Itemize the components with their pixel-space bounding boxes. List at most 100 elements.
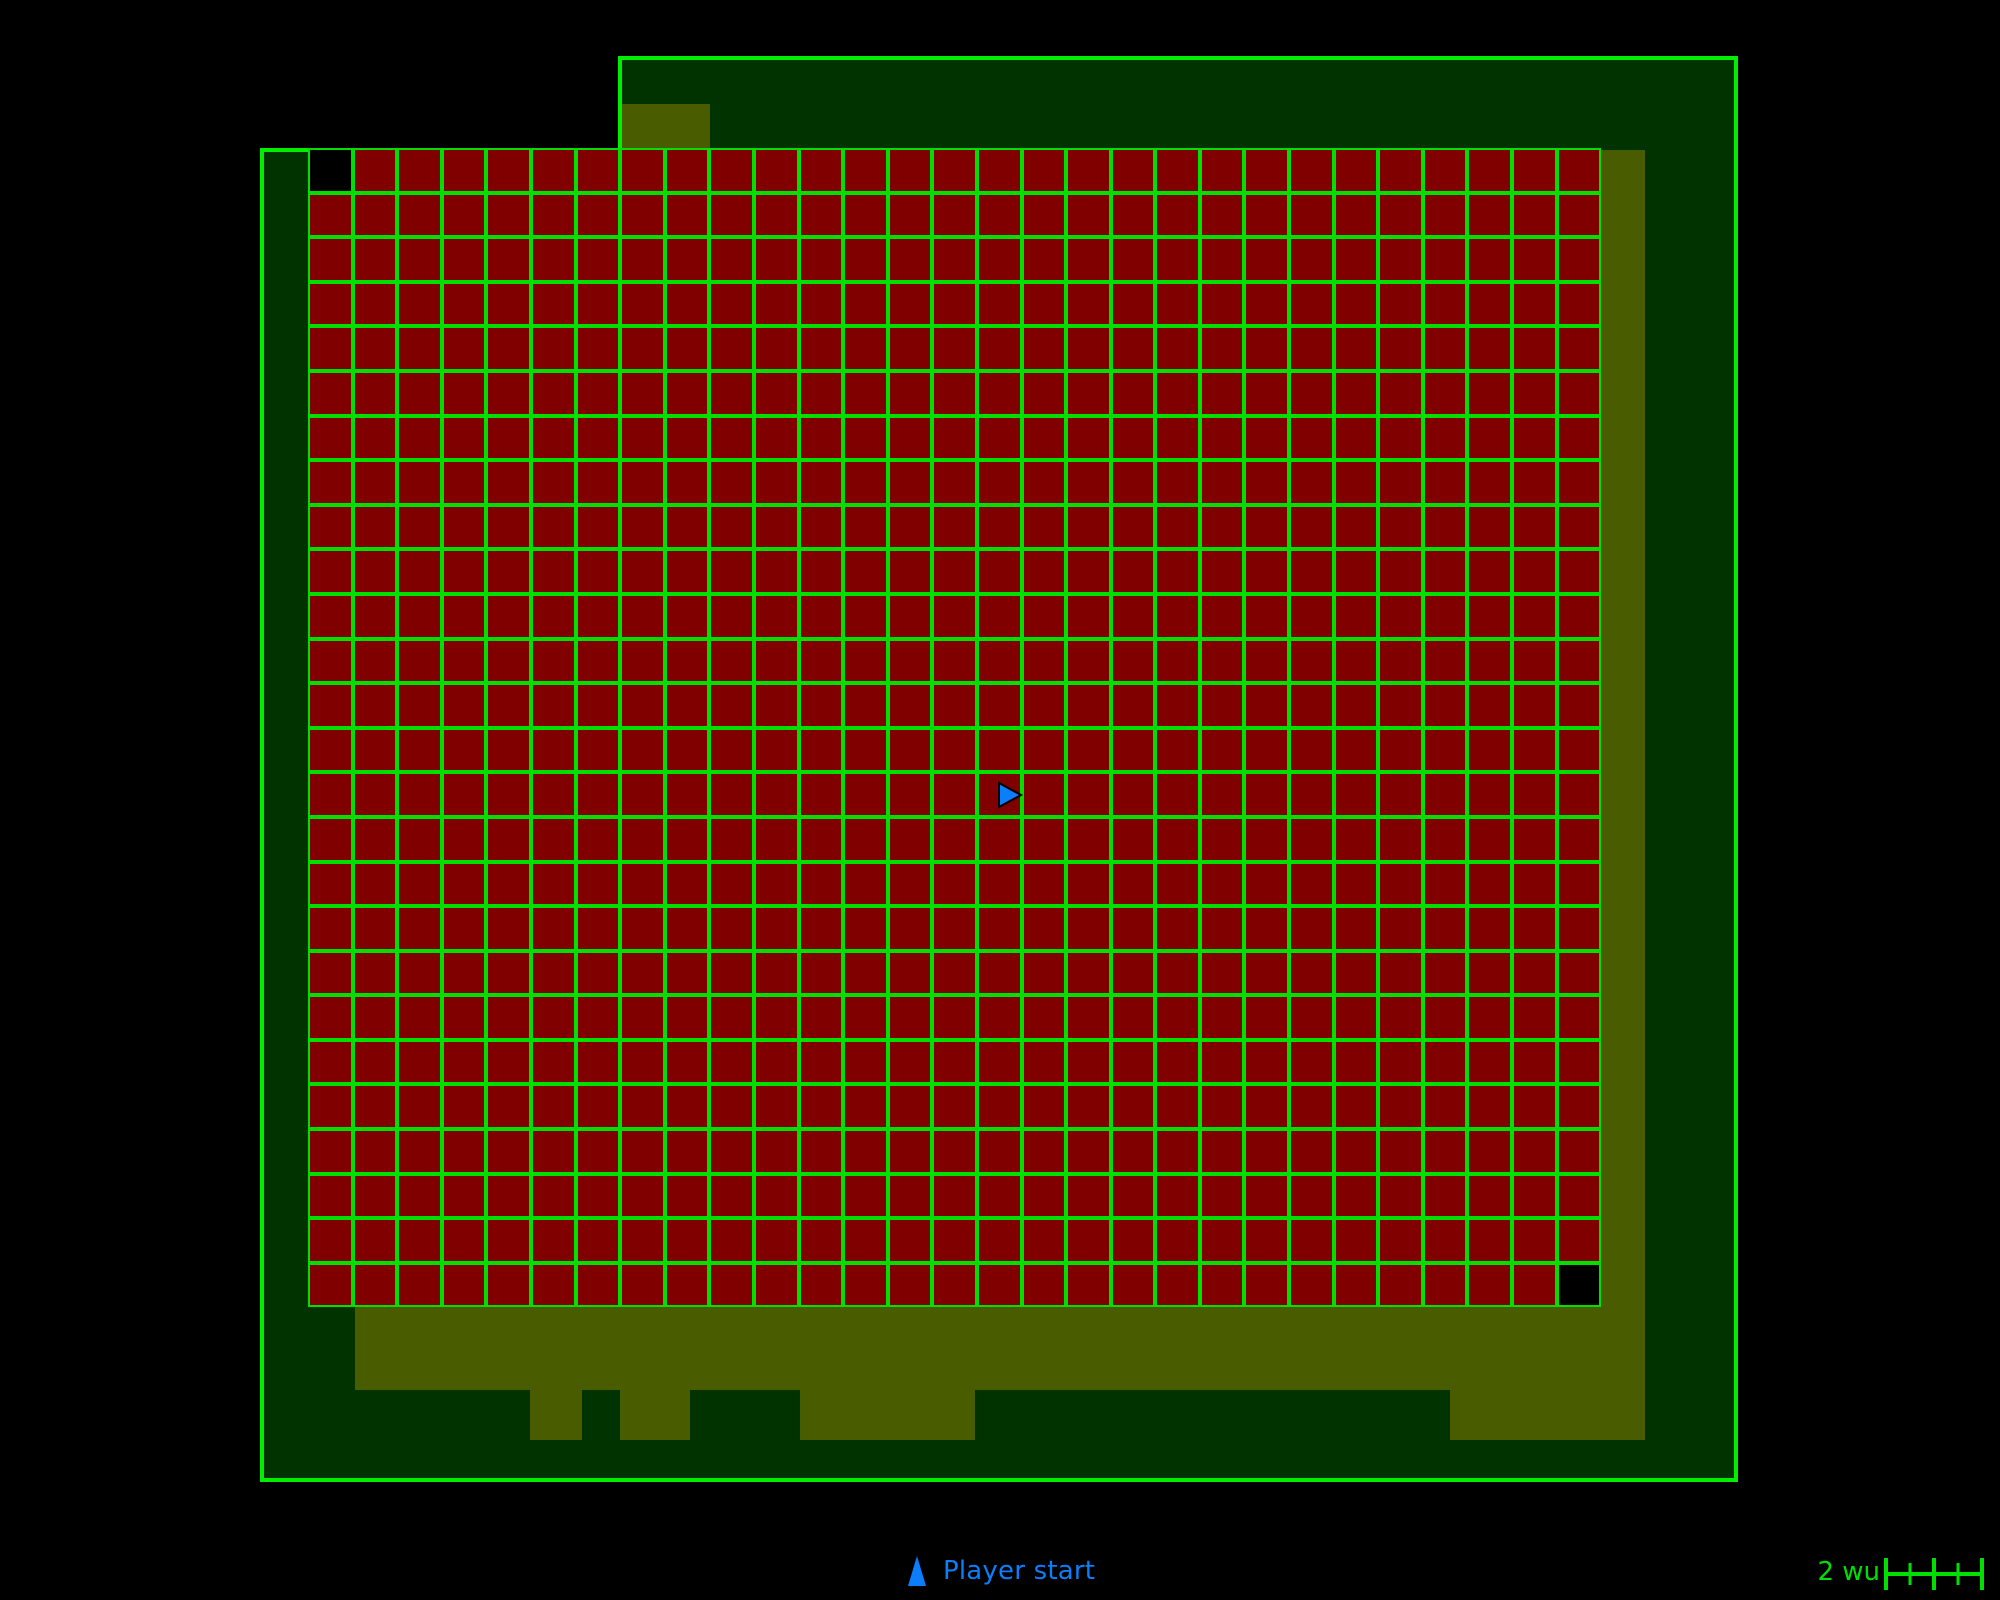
grid-cell[interactable] [1289, 370, 1334, 416]
grid-cell[interactable] [1333, 1129, 1379, 1174]
grid-cell[interactable] [530, 460, 576, 505]
grid-cell[interactable] [932, 460, 977, 505]
grid-cell[interactable] [575, 816, 621, 862]
grid-cell[interactable] [1155, 237, 1200, 282]
grid-cell[interactable] [1244, 1173, 1290, 1219]
grid-cell[interactable] [1155, 727, 1200, 773]
grid-cell[interactable] [1021, 906, 1067, 951]
grid-cell[interactable] [1467, 727, 1513, 773]
grid-cell[interactable] [664, 148, 710, 193]
grid-cell[interactable] [932, 906, 977, 951]
grid-cell[interactable] [1155, 281, 1200, 327]
grid-cell[interactable] [1244, 950, 1290, 996]
grid-cell[interactable] [530, 549, 576, 594]
grid-cell[interactable] [1244, 326, 1290, 371]
grid-cell[interactable] [530, 504, 576, 550]
grid-cell[interactable] [486, 415, 531, 461]
grid-cell[interactable] [620, 772, 665, 817]
grid-cell[interactable] [753, 370, 799, 416]
grid-cell[interactable] [798, 861, 844, 907]
grid-cell[interactable] [753, 861, 799, 907]
grid-cell[interactable] [1110, 861, 1156, 907]
grid-cell[interactable] [709, 281, 754, 327]
grid-cell[interactable] [308, 1173, 353, 1219]
grid-cell[interactable] [1289, 504, 1334, 550]
grid-cell[interactable] [1066, 326, 1111, 371]
grid-cell[interactable] [976, 1218, 1022, 1263]
grid-cell[interactable] [486, 326, 531, 371]
grid-cell[interactable] [709, 237, 754, 282]
grid-cell[interactable] [1021, 683, 1067, 728]
grid-cell[interactable] [1512, 148, 1557, 193]
grid-cell[interactable] [1512, 1262, 1557, 1308]
grid-cell[interactable] [1378, 995, 1423, 1040]
grid-cell[interactable] [887, 1084, 933, 1130]
grid-cell[interactable] [1155, 370, 1200, 416]
grid-cell[interactable] [1066, 1084, 1111, 1130]
grid-cell[interactable] [709, 727, 754, 773]
grid-cell[interactable] [753, 192, 799, 238]
grid-cell[interactable] [575, 683, 621, 728]
grid-cell[interactable] [798, 1262, 844, 1308]
grid-cell[interactable] [1244, 1084, 1290, 1130]
grid-cell[interactable] [1556, 727, 1602, 773]
grid-cell[interactable] [1378, 816, 1423, 862]
grid-cell[interactable] [843, 593, 888, 639]
grid-cell[interactable] [397, 460, 442, 505]
grid-cell[interactable] [1467, 1173, 1513, 1219]
grid-cell[interactable] [397, 549, 442, 594]
grid-cell[interactable] [1512, 995, 1557, 1040]
grid-cell[interactable] [1289, 237, 1334, 282]
grid-cell[interactable] [1021, 1129, 1067, 1174]
grid-cell[interactable] [753, 638, 799, 684]
grid-cell[interactable] [1066, 772, 1111, 817]
grid-cell[interactable] [530, 148, 576, 193]
grid-cell[interactable] [352, 1218, 398, 1263]
grid-cell[interactable] [976, 237, 1022, 282]
grid-cell[interactable] [1422, 861, 1468, 907]
grid-cell[interactable] [308, 192, 353, 238]
grid-cell[interactable] [1422, 638, 1468, 684]
grid-cell[interactable] [798, 1173, 844, 1219]
tile-grid[interactable] [308, 148, 1602, 1308]
grid-cell[interactable] [486, 281, 531, 327]
grid-cell[interactable] [798, 415, 844, 461]
grid-cell[interactable] [1556, 148, 1602, 193]
grid-cell[interactable] [1512, 638, 1557, 684]
grid-cell[interactable] [352, 1039, 398, 1085]
grid-cell[interactable] [1333, 995, 1379, 1040]
grid-cell[interactable] [486, 504, 531, 550]
grid-cell[interactable] [1422, 906, 1468, 951]
grid-cell[interactable] [397, 727, 442, 773]
grid-cell[interactable] [486, 593, 531, 639]
player-start-marker[interactable] [987, 765, 1047, 825]
grid-cell[interactable] [798, 504, 844, 550]
grid-cell[interactable] [397, 281, 442, 327]
grid-cell[interactable] [1333, 683, 1379, 728]
grid-cell[interactable] [709, 638, 754, 684]
grid-cell[interactable] [530, 1218, 576, 1263]
grid-cell[interactable] [1289, 861, 1334, 907]
grid-cell[interactable] [1155, 148, 1200, 193]
grid-cell[interactable] [397, 415, 442, 461]
grid-cell[interactable] [753, 148, 799, 193]
grid-cell[interactable] [664, 593, 710, 639]
grid-cell[interactable] [1422, 995, 1468, 1040]
grid-cell[interactable] [1289, 1129, 1334, 1174]
grid-cell[interactable] [887, 415, 933, 461]
grid-cell[interactable] [1155, 1129, 1200, 1174]
grid-cell[interactable] [709, 593, 754, 639]
grid-cell[interactable] [308, 816, 353, 862]
grid-cell[interactable] [887, 460, 933, 505]
grid-cell[interactable] [397, 995, 442, 1040]
grid-cell[interactable] [1066, 192, 1111, 238]
grid-cell[interactable] [441, 906, 487, 951]
grid-cell[interactable] [530, 638, 576, 684]
grid-cell[interactable] [798, 727, 844, 773]
grid-cell[interactable] [575, 772, 621, 817]
grid-cell[interactable] [530, 816, 576, 862]
grid-cell[interactable] [352, 683, 398, 728]
grid-cell[interactable] [1556, 415, 1602, 461]
grid-cell[interactable] [352, 370, 398, 416]
grid-cell[interactable] [620, 638, 665, 684]
